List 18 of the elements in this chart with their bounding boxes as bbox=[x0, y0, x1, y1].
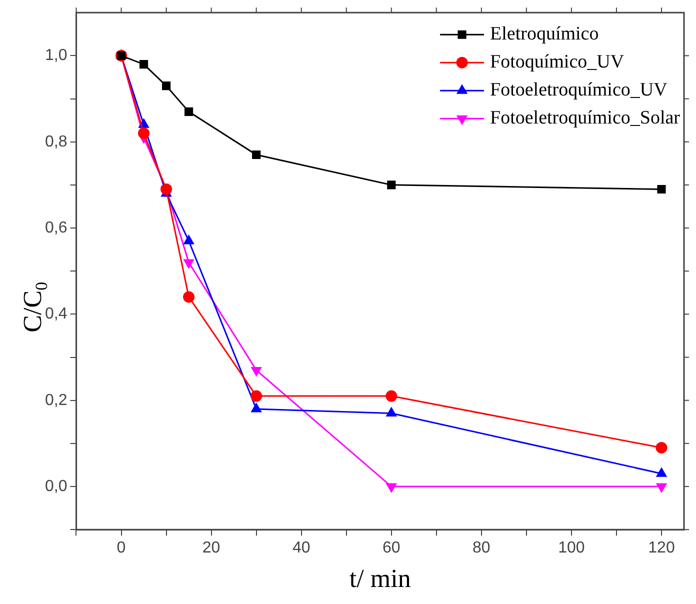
x-axis-title: t/ min bbox=[349, 564, 411, 594]
y-tick-label: 0,6 bbox=[44, 219, 68, 236]
x-tick-label: 40 bbox=[292, 540, 310, 557]
y-tick-label: 0,8 bbox=[44, 133, 68, 150]
x-tick-label: 100 bbox=[558, 540, 585, 557]
x-tick-label: 0 bbox=[116, 540, 126, 557]
legend-label: Fotoeletroquímico_Solar bbox=[490, 108, 681, 129]
y-tick-label: 0,4 bbox=[44, 306, 68, 323]
y-tick-label: 0,2 bbox=[44, 392, 68, 409]
x-tick-label: 60 bbox=[382, 540, 400, 557]
y-tick-label: 1,0 bbox=[44, 47, 68, 64]
legend-label: Fotoeletroquímico_UV bbox=[490, 80, 668, 101]
x-tick-label: 120 bbox=[648, 540, 675, 557]
x-tick-label: 20 bbox=[202, 540, 220, 557]
legend-label: Eletroquímico bbox=[490, 24, 599, 45]
x-tick-label: 80 bbox=[472, 540, 490, 557]
legend-label: Fotoquímico_UV bbox=[490, 52, 624, 73]
y-tick-label: 0,0 bbox=[44, 478, 68, 495]
